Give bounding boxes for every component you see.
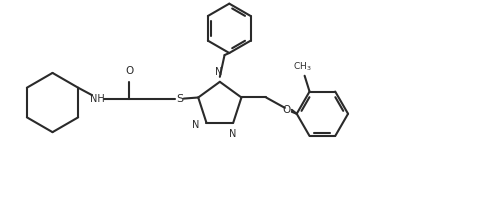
Text: O: O [125, 66, 133, 76]
Text: N: N [215, 67, 223, 77]
Text: N: N [192, 120, 199, 130]
Text: CH$_3$: CH$_3$ [293, 60, 311, 73]
Text: S: S [176, 94, 183, 104]
Text: O: O [283, 105, 291, 115]
Text: N: N [230, 129, 237, 139]
Text: NH: NH [90, 94, 104, 104]
